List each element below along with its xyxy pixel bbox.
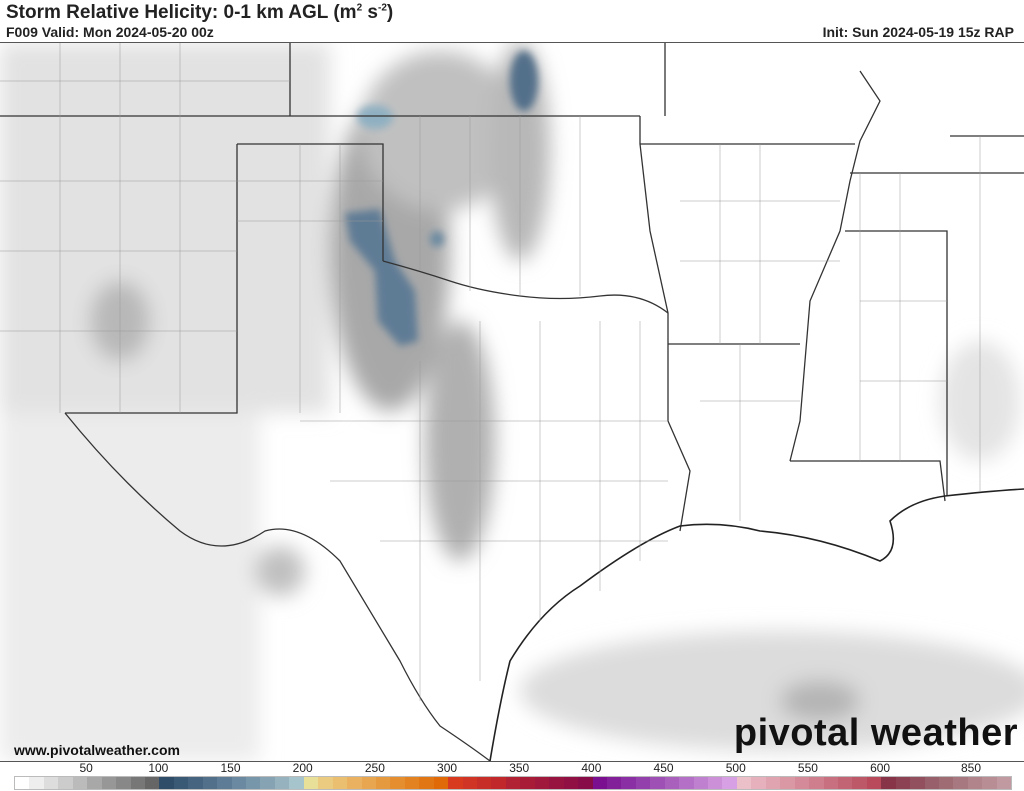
colorbar-cell (318, 777, 333, 789)
colorbar-cell (188, 777, 203, 789)
colorbar-cell (202, 777, 218, 789)
coastline (489, 488, 1024, 761)
colorbar-cell (765, 777, 781, 789)
colorbar-cell (953, 777, 968, 789)
colorbar-cell (217, 777, 232, 789)
colorbar-cell (390, 777, 405, 789)
colorbar-cell (939, 777, 954, 789)
colorbar-cell (419, 777, 434, 789)
colorbar-cell (101, 777, 117, 789)
colorbar-cell (592, 777, 607, 789)
colorbar-cell (751, 777, 766, 789)
colorbar-cell (130, 777, 145, 789)
county-lines (0, 43, 981, 701)
colorbar-cell (491, 777, 506, 789)
colorbar-tick-label: 500 (725, 761, 746, 775)
colorbar-cell (375, 777, 391, 789)
colorbar-cell (347, 777, 362, 789)
colorbar-cell (462, 777, 477, 789)
colorbar-cell (794, 777, 810, 789)
valid-time: F009 Valid: Mon 2024-05-20 00z (6, 24, 214, 40)
colorbar-cell (563, 777, 579, 789)
colorbar-cell (549, 777, 564, 789)
colorbar-tick-label: 600 (870, 761, 891, 775)
colorbar-tick-label: 50 (79, 761, 93, 775)
colorbar-cell (722, 777, 737, 789)
colorbar-cell (606, 777, 622, 789)
colorbar-cell (736, 777, 752, 789)
colorbar-cell (664, 777, 680, 789)
srh-shading-blue (345, 51, 538, 346)
colorbar-cell (303, 777, 319, 789)
colorbar-cell (43, 777, 59, 789)
colorbar-cell (289, 777, 304, 789)
colorbar-cell (72, 777, 88, 789)
colorbar-cell (982, 777, 997, 789)
colorbar-tick-label: 200 (292, 761, 313, 775)
colorbar-tick-label: 350 (509, 761, 530, 775)
colorbar (14, 776, 1012, 790)
colorbar-cell (29, 777, 44, 789)
colorbar-cell (433, 777, 449, 789)
colorbar-cell (635, 777, 651, 789)
init-time: Init: Sun 2024-05-19 15z RAP (822, 24, 1014, 40)
colorbar-cell (881, 777, 896, 789)
website-url[interactable]: www.pivotalweather.com (14, 742, 180, 758)
colorbar-cell (866, 777, 882, 789)
colorbar-cell (144, 777, 160, 789)
colorbar-cell (448, 777, 463, 789)
colorbar-cell (621, 777, 636, 789)
colorbar-cell (910, 777, 925, 789)
colorbar-cell (693, 777, 708, 789)
colorbar-cell (823, 777, 838, 789)
colorbar-cell (924, 777, 939, 789)
colorbar-cell (578, 777, 593, 789)
colorbar-cell (809, 777, 824, 789)
colorbar-cell (87, 777, 102, 789)
colorbar-tick-label: 450 (653, 761, 674, 775)
colorbar-cell (159, 777, 174, 789)
colorbar-cell (477, 777, 492, 789)
colorbar-tick-label: 150 (220, 761, 241, 775)
pivotal-weather-logo: pivotal weather (733, 712, 1018, 754)
colorbar-cell (895, 777, 911, 789)
colorbar-cell (852, 777, 867, 789)
colorbar-cell (708, 777, 723, 789)
map-title: Storm Relative Helicity: 0-1 km AGL (m2 … (6, 2, 394, 23)
colorbar-tick-label: 400 (581, 761, 602, 775)
colorbar-tick-label: 250 (364, 761, 385, 775)
colorbar-cell (260, 777, 275, 789)
colorbar-cell (837, 777, 853, 789)
weather-map[interactable] (0, 42, 1024, 762)
colorbar-cell (679, 777, 694, 789)
colorbar-cell (173, 777, 189, 789)
colorbar-cell (274, 777, 290, 789)
colorbar-tick-label: 100 (148, 761, 169, 775)
colorbar-cell (967, 777, 983, 789)
colorbar-cell (404, 777, 420, 789)
colorbar-cell (58, 777, 73, 789)
colorbar-cell (520, 777, 535, 789)
colorbar-tick-label: 550 (797, 761, 818, 775)
colorbar-cell (650, 777, 665, 789)
colorbar-cell (534, 777, 550, 789)
colorbar-cell (246, 777, 261, 789)
colorbar-cell (361, 777, 376, 789)
colorbar-cell (332, 777, 348, 789)
colorbar-tick-label: 850 (961, 761, 982, 775)
colorbar-cell (116, 777, 131, 789)
colorbar-cell (231, 777, 246, 789)
colorbar-cell (996, 777, 1012, 789)
colorbar-cell (780, 777, 795, 789)
colorbar-cell (15, 777, 30, 789)
colorbar-cell (505, 777, 521, 789)
colorbar-tick-label: 300 (437, 761, 458, 775)
